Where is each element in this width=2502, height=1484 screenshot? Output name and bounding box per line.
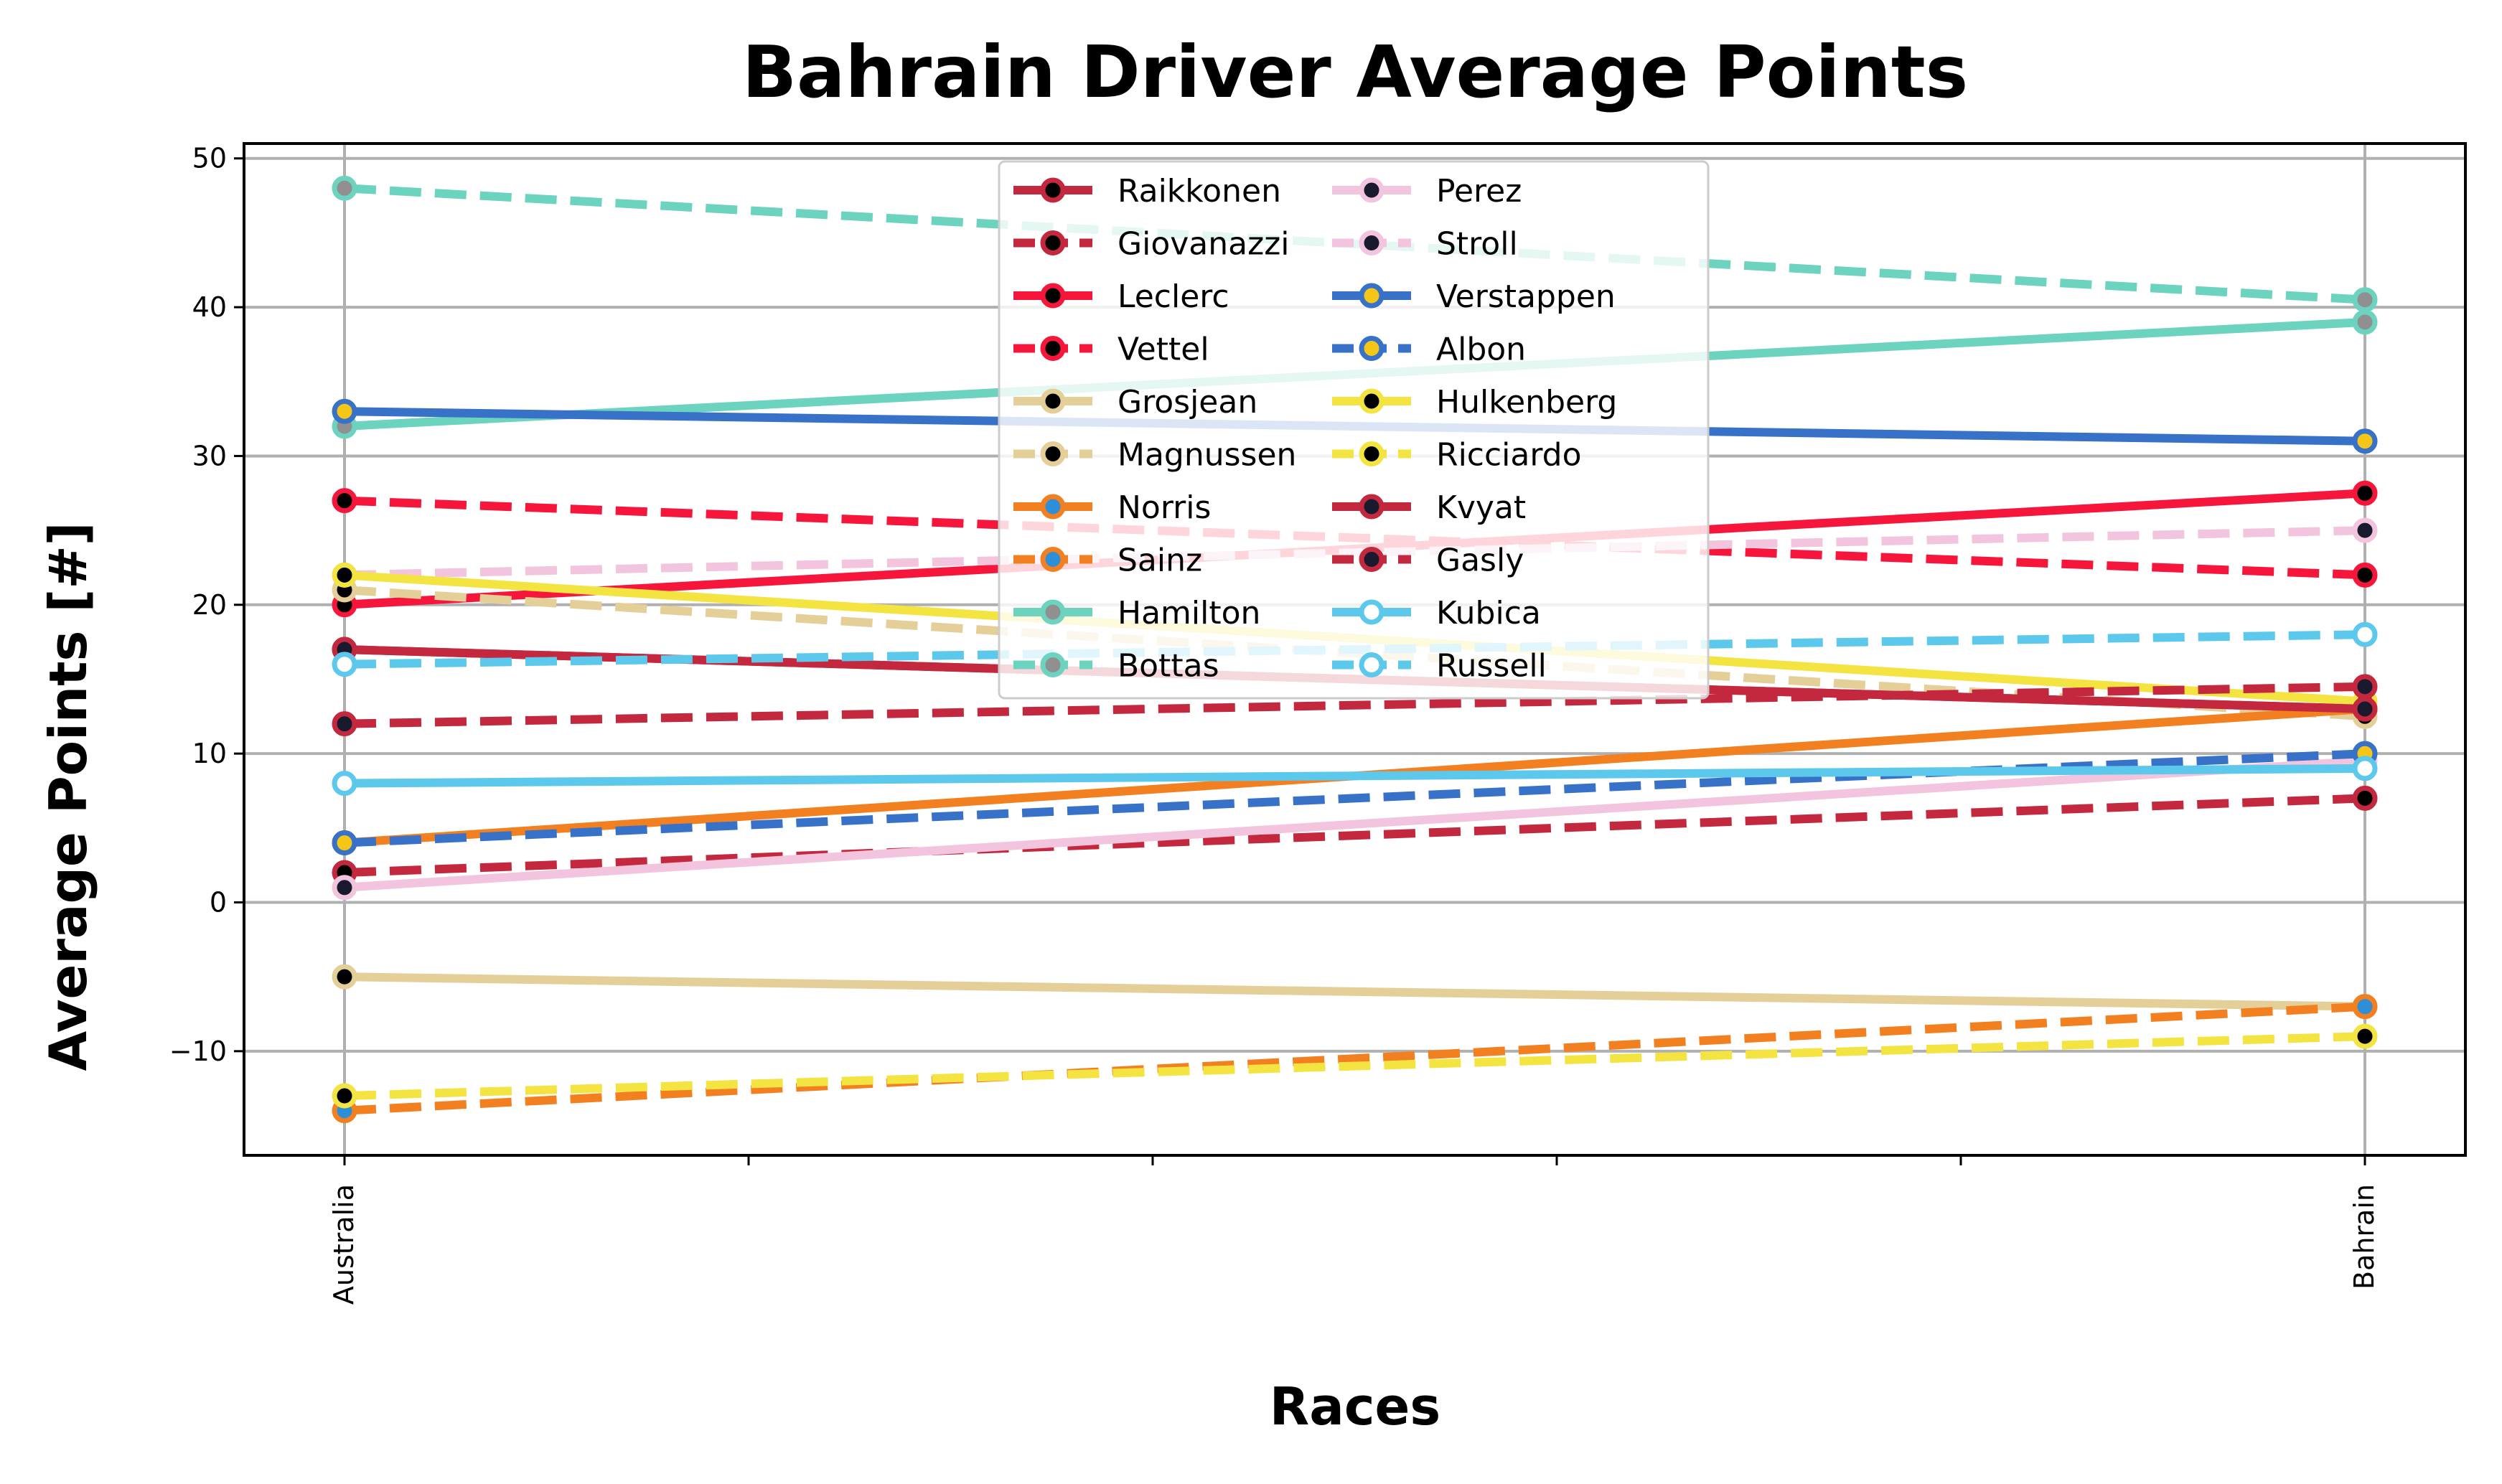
x-axis-label: Races	[1270, 1376, 1440, 1437]
chart-title: Bahrain Driver Average Points	[742, 30, 1968, 114]
legend-marker-albon	[1359, 336, 1384, 361]
y-tick-label: 0	[210, 887, 227, 919]
axis-ticks: 50 40 30 20 10 0 −10 Australia Bahrain	[169, 143, 2380, 1305]
legend-label-hulkenberg: Hulkenberg	[1436, 384, 1617, 421]
legend-label-gasly: Gasly	[1436, 543, 1524, 579]
point-bottas	[332, 175, 357, 201]
y-tick-label: 20	[192, 589, 227, 621]
y-tick-label: 30	[192, 440, 227, 471]
legend-marker-leclerc	[1040, 283, 1066, 309]
series-line-ricciardo	[344, 1032, 2366, 1101]
point-perez	[332, 875, 357, 901]
legend-label-perez: Perez	[1436, 173, 1522, 210]
point-kubica	[2352, 756, 2378, 781]
y-tick-label: 40	[192, 291, 227, 323]
point-stroll	[2352, 517, 2378, 543]
legend-label-albon: Albon	[1436, 332, 1526, 368]
legend-label-magnussen: Magnussen	[1118, 437, 1296, 474]
legend-marker-magnussen	[1040, 441, 1066, 466]
point-kvyat	[2352, 696, 2378, 722]
legend-marker-perez	[1359, 177, 1384, 203]
legend-label-sainz: Sainz	[1118, 543, 1202, 579]
legend-label-verstappen: Verstappen	[1436, 278, 1616, 315]
legend-label-hamilton: Hamilton	[1118, 595, 1260, 631]
legend-marker-verstappen	[1359, 283, 1384, 309]
point-bottas	[2352, 287, 2378, 313]
point-sainz	[2352, 994, 2378, 1020]
x-tick-label: Australia	[328, 1184, 360, 1305]
legend-marker-ricciardo	[1359, 441, 1384, 466]
y-tick-label: −10	[169, 1035, 227, 1067]
legend-label-bottas: Bottas	[1118, 648, 1219, 685]
y-tick-label: 10	[192, 738, 227, 769]
legend-label-raikkonen: Raikkonen	[1118, 173, 1281, 210]
legend-label-grosjean: Grosjean	[1118, 384, 1257, 421]
series-line-giovanazzi	[344, 794, 2366, 878]
point-vettel	[2352, 562, 2378, 588]
legend-marker-kubica	[1359, 599, 1384, 625]
legend-marker-giovanazzi	[1040, 230, 1066, 255]
point-verstappen	[332, 398, 357, 424]
point-verstappen	[2352, 428, 2378, 454]
legend: Raikkonen Giovanazzi Leclerc Vettel Grosjean…	[998, 160, 1710, 700]
legend-marker-sainz	[1040, 547, 1066, 572]
legend-label-giovanazzi: Giovanazzi	[1118, 226, 1290, 263]
series-line-sainz	[344, 1002, 2366, 1115]
legend-marker-bottas	[1040, 652, 1066, 677]
legend-marker-norris	[1040, 494, 1066, 520]
legend-box	[998, 160, 1710, 700]
series-line-grosjean	[344, 972, 2366, 1011]
point-russell	[2352, 621, 2378, 647]
legend-label-norris: Norris	[1118, 489, 1211, 526]
point-giovanazzi	[2352, 785, 2378, 811]
series-line-perez	[344, 756, 2366, 892]
legend-marker-gasly	[1359, 547, 1384, 572]
legend-marker-raikkonen	[1040, 177, 1066, 203]
point-grosjean	[332, 964, 357, 990]
point-leclerc	[2352, 480, 2378, 506]
point-hulkenberg	[332, 562, 357, 588]
legend-marker-grosjean	[1040, 388, 1066, 414]
point-kubica	[332, 771, 357, 797]
legend-marker-vettel	[1040, 336, 1066, 361]
legend-label-leclerc: Leclerc	[1118, 278, 1229, 315]
legend-label-ricciardo: Ricciardo	[1436, 437, 1582, 474]
point-hamilton	[2352, 309, 2378, 335]
x-tick-label: Bahrain	[2348, 1184, 2380, 1290]
series-line-kubica	[344, 764, 2366, 788]
legend-label-stroll: Stroll	[1436, 226, 1518, 263]
series-line-gasly	[344, 682, 2366, 728]
point-albon	[332, 830, 357, 856]
point-vettel	[332, 488, 357, 514]
legend-label-kvyat: Kvyat	[1436, 489, 1526, 526]
point-gasly	[2352, 674, 2378, 700]
legend-marker-russell	[1359, 652, 1384, 677]
legend-marker-kvyat	[1359, 494, 1384, 520]
point-ricciardo	[2352, 1023, 2378, 1049]
legend-label-kubica: Kubica	[1436, 595, 1541, 631]
legend-label-vettel: Vettel	[1118, 332, 1209, 368]
y-tick-label: 50	[192, 143, 227, 174]
point-russell	[332, 652, 357, 677]
legend-marker-hulkenberg	[1359, 388, 1384, 414]
plot-frame	[243, 142, 2467, 1157]
point-ricciardo	[332, 1083, 357, 1109]
point-gasly	[332, 711, 357, 737]
legend-label-russell: Russell	[1436, 648, 1547, 685]
legend-marker-hamilton	[1040, 599, 1066, 625]
y-axis-label: Average Points [#]	[38, 522, 98, 1071]
legend-marker-stroll	[1359, 230, 1384, 255]
